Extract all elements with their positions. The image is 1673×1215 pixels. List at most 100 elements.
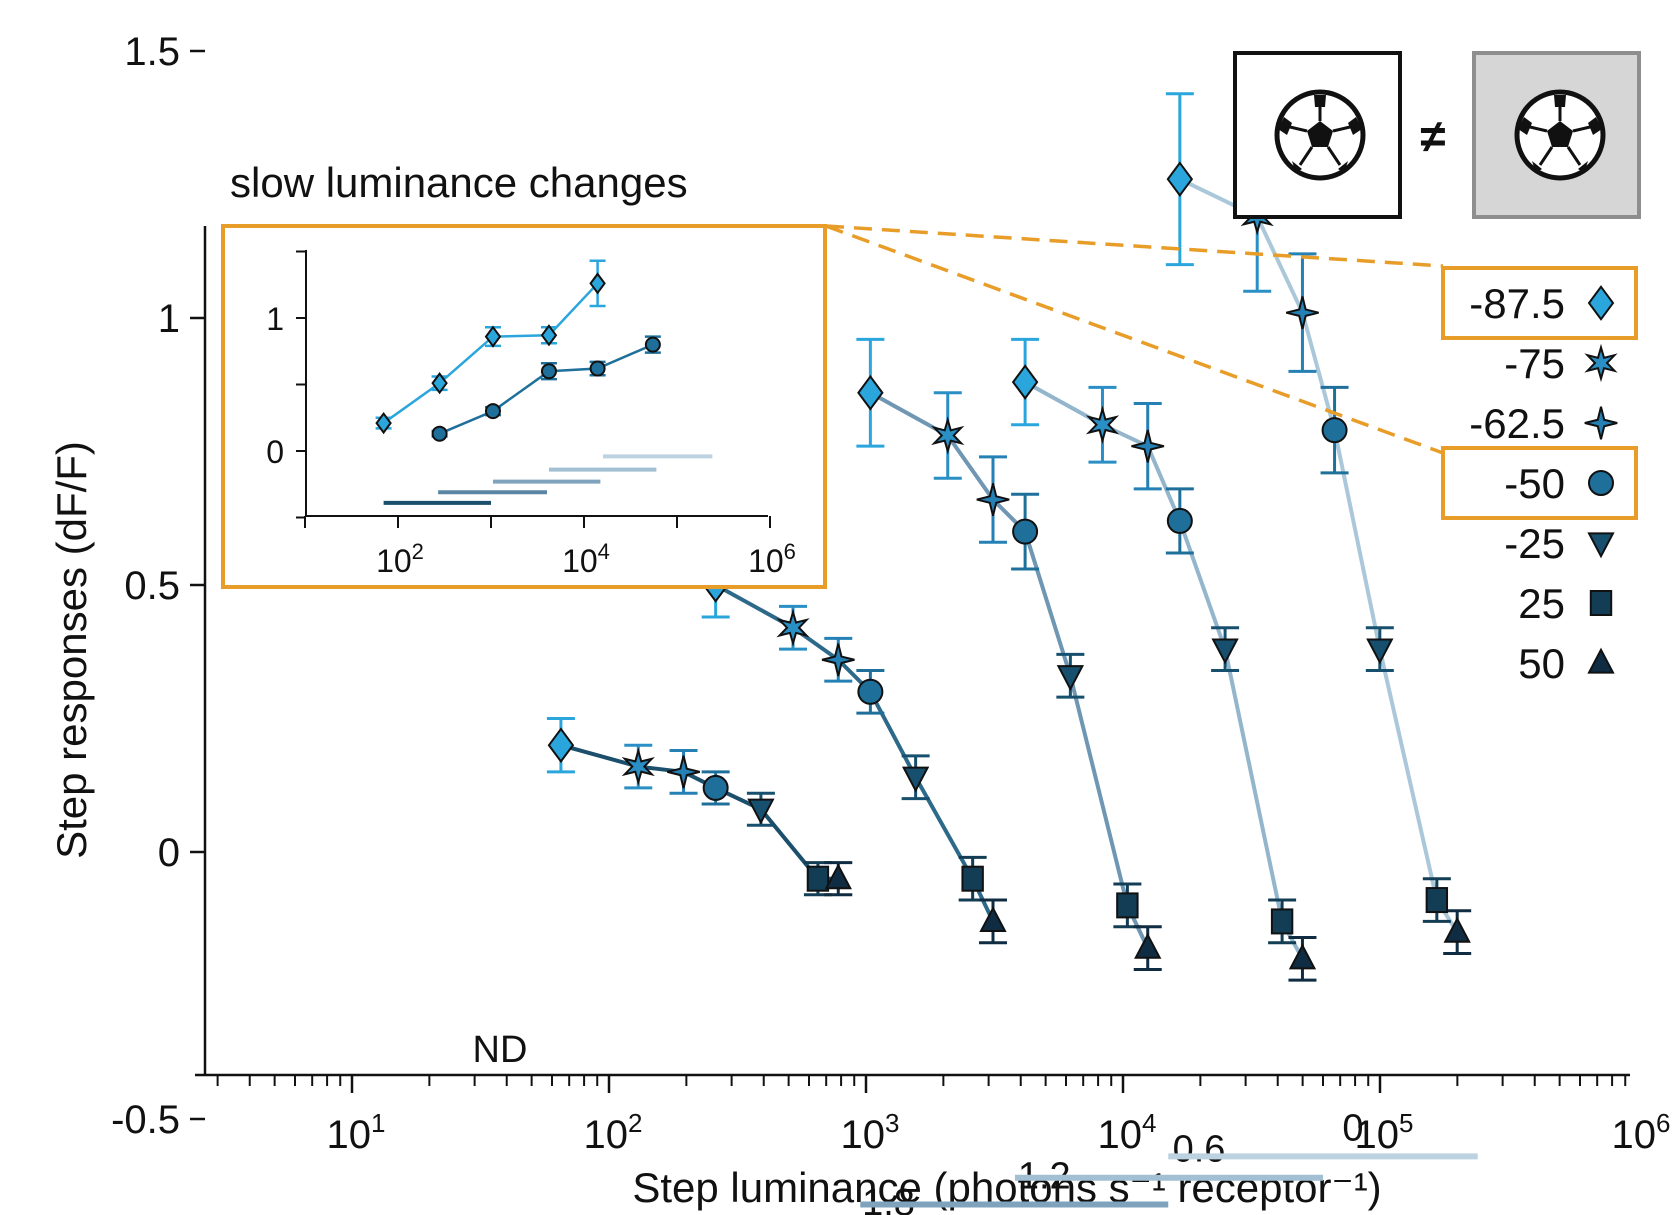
series-nd-0.6 [1011,337,1317,982]
inset-data-point [375,411,392,435]
legend-label: -25 [1504,520,1565,567]
data-point [1131,429,1165,463]
inset-data-point [540,324,558,347]
data-point [1116,892,1139,919]
data-point [824,863,852,890]
not-equal-symbol: ≠ [1420,110,1445,162]
x-tick-label: 102 [584,1108,643,1157]
legend-marker-star4 [1584,406,1618,440]
legend-item: -75 [1504,340,1618,387]
data-point [1166,507,1193,534]
series-nd-0 [1165,92,1472,955]
data-point [776,608,810,647]
data-point [1366,638,1394,665]
data-point [1321,417,1348,444]
data-point [806,865,830,892]
series-nd-1.8 [701,551,1007,945]
gray-background-frame [1472,51,1641,219]
comparison-panel: ≠ [1233,51,1641,219]
y-axis: 21.510.50-0.5 [111,30,207,1142]
nd-bar-label: 2.4 [710,1209,763,1215]
series-nd-2.4 [546,717,853,897]
inset-data-point [484,403,501,420]
data-point [1134,932,1162,959]
y-tick-label: 0.5 [124,564,180,608]
inset-x-tick-label: 104 [562,539,610,579]
data-point [857,678,884,705]
data-point [1286,296,1319,330]
legend-item: 25 [1518,580,1613,627]
data-point [1270,908,1294,935]
data-point [976,483,1010,517]
data-point [1085,405,1120,445]
legend-label: 25 [1518,580,1565,627]
legend-marker-diamond [1587,285,1615,321]
y-ticks: 21.510.50-0.5 [111,30,205,1142]
nd-bar-label: 1.8 [862,1182,915,1215]
legend-marker-star6 [1584,343,1618,383]
legend-label: 50 [1518,640,1565,687]
nd-bar-label: 0 [1342,1107,1363,1149]
legend-label: -75 [1504,340,1565,387]
soccer-ball-icon [1517,92,1603,178]
inset-series--87.5 [375,259,606,435]
data-point [821,643,855,677]
nd-bar-label: 0.6 [1173,1129,1226,1171]
inset-y-tick-label: 1 [266,301,284,337]
x-tick-label: 101 [327,1108,386,1157]
data-point [1288,943,1317,970]
inset-plot: 1 0 102 104 106 [266,250,796,579]
series-line [714,583,995,923]
data-point [621,747,655,786]
inset-series--50 [431,335,661,442]
legend-label: -87.5 [1469,280,1565,327]
inset-highlight-frame [221,224,827,589]
legend-marker-circle [1588,470,1614,496]
data-point [547,727,575,764]
data-point [961,865,984,892]
legend-marker-triangle-up [1587,647,1615,674]
connector-dash-bottom [825,224,1444,455]
series-nd-1.2 [856,337,1162,971]
y-tick-label: 1.5 [124,30,180,74]
y-tick-label: 0 [158,831,180,875]
series-line [1178,177,1459,934]
connector-dash-top [825,224,1444,268]
inset-data-point [484,325,502,348]
soccer-ball-icon [1277,92,1363,178]
x-tick-label: 103 [841,1108,900,1157]
data-point [1056,665,1085,692]
inset-data-point [431,425,448,442]
y-axis-title: Step responses (dF/F) [48,441,95,859]
series-line [560,743,839,881]
data-point [747,798,775,825]
data-point [1166,161,1194,198]
legend-label: -62.5 [1469,400,1565,447]
legend-marker-square [1589,590,1613,616]
data-point [702,774,729,801]
x-ticks: 101 102 103 104 105 106 [216,1075,1671,1157]
legend-label: -50 [1504,460,1565,507]
data-point [667,755,700,789]
inset-data-point [540,363,557,380]
inset-data-point [589,360,606,377]
inset-y-tick-label: 0 [266,434,284,470]
data-point [1012,518,1039,545]
legend-item: 50 [1518,640,1615,687]
inset-title: slow luminance changes [230,159,688,206]
nd-title: ND [473,1029,528,1071]
x-tick-label: 106 [1612,1108,1671,1157]
inset-data-point [431,372,448,395]
y-tick-label: 1 [158,297,180,341]
nd-filter-bars: 2.41.81.20.60 [710,1107,1478,1215]
inset-x-tick-label: 106 [748,539,796,579]
legend-item: -25 [1504,520,1615,567]
data-point [857,374,884,411]
data-point [931,416,965,455]
legend-item: -62.5 [1469,400,1618,447]
legend: -87.5 -75 -62.5 -50 -25 25 50 [1441,266,1638,687]
inset-data-point [644,336,661,353]
legend-marker-triangle-down [1587,532,1615,559]
legend-highlight-box [1441,446,1638,520]
